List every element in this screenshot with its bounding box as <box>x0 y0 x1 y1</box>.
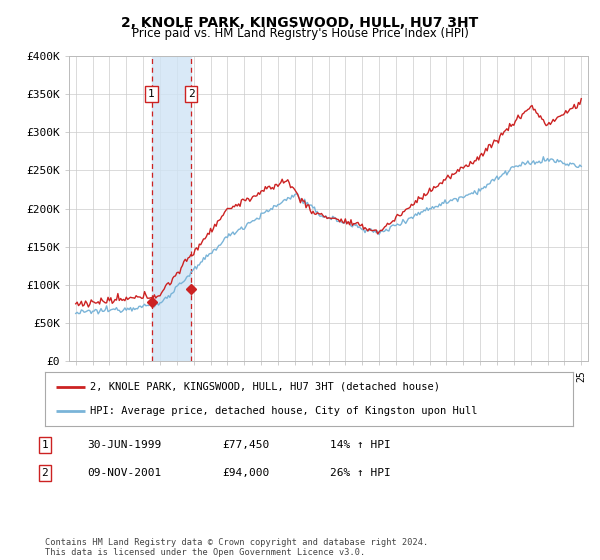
Text: 26% ↑ HPI: 26% ↑ HPI <box>330 468 391 478</box>
Text: 1: 1 <box>148 89 155 99</box>
Text: 2: 2 <box>188 89 194 99</box>
Text: HPI: Average price, detached house, City of Kingston upon Hull: HPI: Average price, detached house, City… <box>90 406 478 416</box>
Text: 14% ↑ HPI: 14% ↑ HPI <box>330 440 391 450</box>
Text: 2, KNOLE PARK, KINGSWOOD, HULL, HU7 3HT (detached house): 2, KNOLE PARK, KINGSWOOD, HULL, HU7 3HT … <box>90 382 440 392</box>
Text: 2: 2 <box>41 468 49 478</box>
Text: £77,450: £77,450 <box>222 440 269 450</box>
Text: Price paid vs. HM Land Registry's House Price Index (HPI): Price paid vs. HM Land Registry's House … <box>131 27 469 40</box>
Text: 1: 1 <box>41 440 49 450</box>
Text: 09-NOV-2001: 09-NOV-2001 <box>87 468 161 478</box>
Text: 2, KNOLE PARK, KINGSWOOD, HULL, HU7 3HT: 2, KNOLE PARK, KINGSWOOD, HULL, HU7 3HT <box>121 16 479 30</box>
Bar <box>152 56 191 361</box>
Text: Contains HM Land Registry data © Crown copyright and database right 2024.
This d: Contains HM Land Registry data © Crown c… <box>45 538 428 557</box>
Text: £94,000: £94,000 <box>222 468 269 478</box>
Text: 30-JUN-1999: 30-JUN-1999 <box>87 440 161 450</box>
